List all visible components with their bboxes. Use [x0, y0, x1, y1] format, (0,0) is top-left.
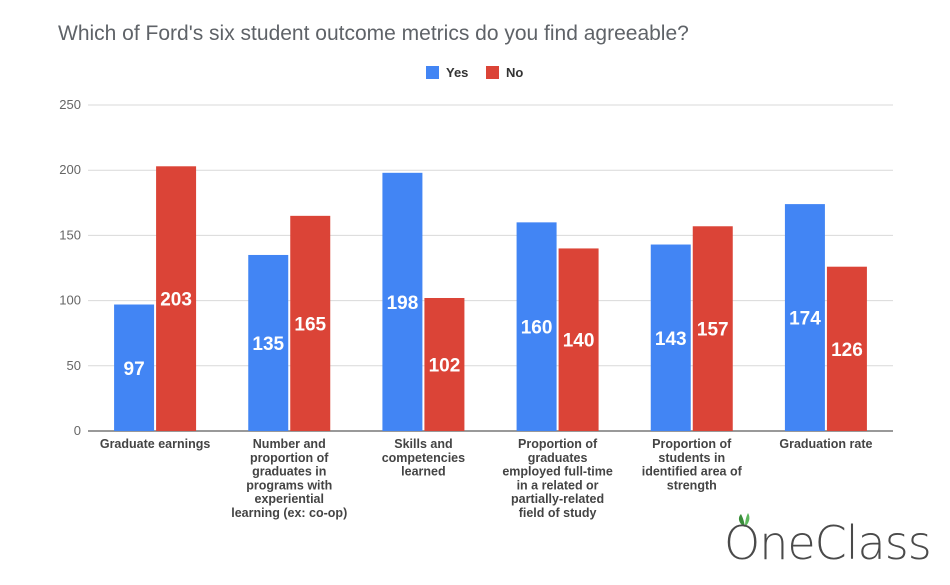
legend: Yes No [426, 65, 523, 80]
x-tick-label: Graduate earnings [100, 437, 210, 451]
y-tick-label: 200 [59, 162, 81, 177]
bar-no [424, 297, 465, 431]
data-label: 140 [563, 331, 595, 352]
data-label: 160 [521, 318, 553, 339]
bar-no [692, 226, 733, 431]
bar-yes [114, 304, 155, 431]
gridlines [88, 104, 893, 432]
data-label: 102 [429, 355, 461, 376]
bar-yes [784, 204, 825, 431]
x-tick-label: Skills and [394, 437, 452, 451]
y-tick-label: 0 [74, 423, 81, 438]
x-tick-label: students in [658, 451, 725, 465]
bars [114, 166, 867, 432]
y-axis-ticks: 0 50 100 150 200 250 [59, 97, 81, 438]
x-tick-label: learned [401, 465, 445, 479]
bar-no [826, 266, 867, 431]
data-label: 203 [160, 290, 192, 311]
data-label: 157 [697, 320, 729, 341]
legend-label-no: No [506, 65, 523, 80]
leaf-icon [738, 513, 750, 527]
x-tick-label: graduates [528, 451, 588, 465]
bar-no [290, 215, 331, 431]
bar-yes [516, 222, 557, 431]
data-label: 97 [124, 359, 145, 380]
bar-no [558, 248, 599, 431]
oneclass-watermark: OneClass [724, 516, 932, 570]
y-tick-label: 100 [59, 293, 81, 308]
x-tick-label: competencies [382, 451, 465, 465]
x-tick-label: partially-related [511, 492, 604, 506]
y-tick-label: 250 [59, 97, 81, 112]
data-label: 143 [655, 329, 687, 350]
y-tick-label: 50 [67, 358, 81, 373]
x-tick-label: graduates in [252, 465, 326, 479]
x-tick-label: strength [667, 478, 717, 492]
x-tick-label: experiential [255, 492, 324, 506]
data-label: 126 [831, 340, 863, 361]
x-tick-label: employed full-time [502, 465, 612, 479]
x-tick-label: programs with [246, 478, 332, 492]
legend-swatch-yes [426, 66, 439, 79]
bar-yes [382, 172, 423, 432]
legend-swatch-no [486, 66, 499, 79]
x-tick-label: Proportion of [518, 437, 598, 451]
x-tick-label: identified area of [642, 465, 743, 479]
data-labels: 97 203 135 165 198 102 160 140 143 157 174 126 [124, 290, 863, 380]
data-label: 165 [294, 314, 326, 335]
bar-yes [650, 244, 691, 431]
bar-yes [248, 254, 289, 431]
x-tick-label: Proportion of [652, 437, 732, 451]
x-tick-label: Graduation rate [779, 437, 872, 451]
data-label: 174 [789, 309, 821, 330]
chart-title: Which of Ford's six student outcome metr… [58, 22, 689, 45]
x-tick-label: in a related or [517, 478, 599, 492]
x-tick-label: field of study [519, 506, 597, 520]
y-tick-label: 150 [59, 227, 81, 242]
data-label: 135 [252, 334, 284, 355]
data-label: 198 [387, 293, 419, 314]
x-tick-label: learning (ex: co-op) [231, 506, 347, 520]
bar-no [156, 166, 197, 431]
legend-label-yes: Yes [446, 65, 468, 80]
x-tick-label: proportion of [250, 451, 329, 465]
x-tick-label: Number and [253, 437, 326, 451]
